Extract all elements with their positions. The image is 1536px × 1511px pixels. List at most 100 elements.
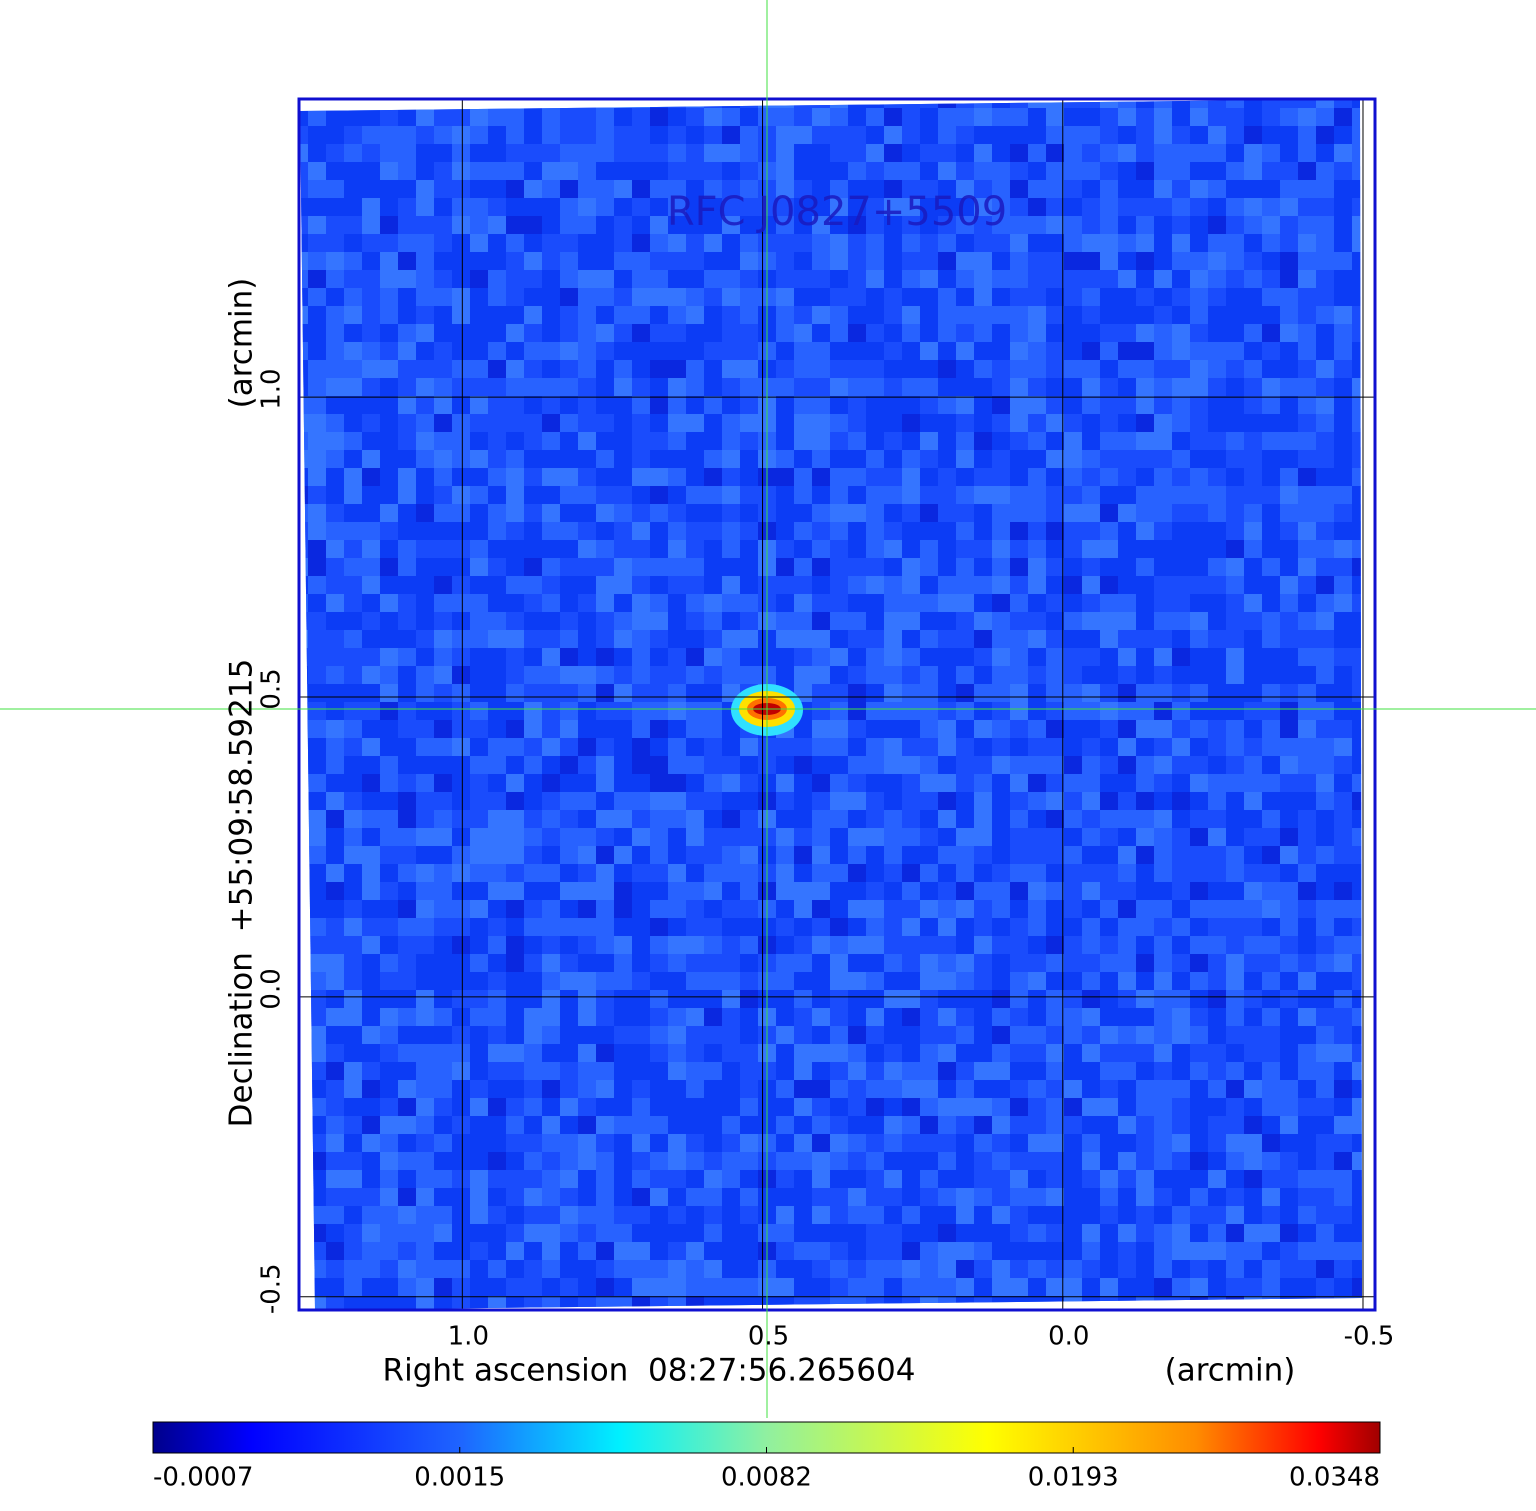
pixel xyxy=(1064,936,1082,954)
pixel xyxy=(578,558,596,576)
pixel xyxy=(1316,1188,1334,1206)
pixel xyxy=(1190,1116,1208,1134)
pixel xyxy=(1226,900,1244,918)
pixel xyxy=(1190,1044,1208,1062)
pixel xyxy=(1154,774,1172,792)
pixel xyxy=(1298,522,1316,540)
pixel xyxy=(1298,234,1316,252)
pixel xyxy=(1208,1224,1226,1242)
pixel xyxy=(1280,1224,1298,1242)
pixel xyxy=(1190,252,1208,270)
pixel xyxy=(686,288,704,306)
pixel xyxy=(1244,954,1262,972)
pixel xyxy=(1100,1224,1118,1242)
pixel xyxy=(722,378,740,396)
pixel xyxy=(326,630,344,648)
pixel xyxy=(1262,99,1280,108)
pixel xyxy=(488,738,506,756)
pixel xyxy=(632,108,650,126)
pixel xyxy=(1172,558,1190,576)
pixel xyxy=(686,630,704,648)
pixel xyxy=(830,180,848,198)
pixel xyxy=(938,1152,956,1170)
pixel xyxy=(1118,1008,1136,1026)
pixel xyxy=(974,1206,992,1224)
pixel xyxy=(740,126,758,144)
pixel xyxy=(1190,360,1208,378)
pixel xyxy=(920,234,938,252)
pixel xyxy=(1244,432,1262,450)
pixel xyxy=(1118,540,1136,558)
pixel xyxy=(920,720,938,738)
pixel xyxy=(398,162,416,180)
pixel xyxy=(416,180,434,198)
pixel xyxy=(902,504,920,522)
pixel xyxy=(1352,972,1362,990)
pixel xyxy=(1172,99,1190,108)
pixel xyxy=(362,1026,380,1044)
pixel xyxy=(1136,684,1154,702)
pixel xyxy=(866,1170,884,1188)
pixel xyxy=(1118,612,1136,630)
pixel xyxy=(1028,882,1046,900)
pixel xyxy=(920,882,938,900)
pixel xyxy=(1262,1062,1280,1080)
pixel xyxy=(614,558,632,576)
pixel xyxy=(740,954,758,972)
pixel xyxy=(1082,1188,1100,1206)
pixel xyxy=(1262,990,1280,1008)
pixel xyxy=(722,468,740,486)
pixel xyxy=(488,666,506,684)
pixel xyxy=(1010,378,1028,396)
pixel xyxy=(794,1152,812,1170)
pixel xyxy=(1370,882,1388,900)
pixel xyxy=(686,594,704,612)
pixel xyxy=(740,360,758,378)
pixel xyxy=(1280,1260,1298,1278)
pixel xyxy=(380,1098,398,1116)
pixel xyxy=(1010,666,1028,684)
pixel xyxy=(668,666,686,684)
pixel xyxy=(884,378,902,396)
pixel xyxy=(1190,486,1208,504)
pixel xyxy=(470,414,488,432)
pixel xyxy=(1154,576,1172,594)
pixel xyxy=(1172,900,1190,918)
pixel xyxy=(452,126,470,144)
pixel xyxy=(1334,1026,1352,1044)
pixel xyxy=(1172,270,1190,288)
pixel xyxy=(1280,396,1298,414)
pixel xyxy=(1154,1134,1172,1152)
pixel xyxy=(1154,1314,1172,1332)
pixel xyxy=(884,900,902,918)
pixel xyxy=(614,1026,632,1044)
pixel xyxy=(1370,486,1388,504)
pixel xyxy=(650,792,668,810)
pixel xyxy=(884,720,902,738)
pixel xyxy=(1100,1044,1118,1062)
pixel xyxy=(1136,738,1154,756)
pixel xyxy=(812,738,830,756)
pixel xyxy=(416,558,434,576)
pixel xyxy=(506,342,524,360)
pixel xyxy=(956,360,974,378)
pixel xyxy=(452,1188,470,1206)
pixel xyxy=(1118,126,1136,144)
pixel xyxy=(1370,126,1388,144)
pixel xyxy=(398,522,416,540)
pixel xyxy=(1208,954,1226,972)
pixel xyxy=(596,522,614,540)
pixel xyxy=(848,954,866,972)
pixel xyxy=(686,468,704,486)
pixel xyxy=(1262,792,1280,810)
pixel xyxy=(488,396,506,414)
pixel xyxy=(1226,198,1244,216)
pixel xyxy=(956,1170,974,1188)
pixel xyxy=(1082,198,1100,216)
pixel xyxy=(1172,432,1190,450)
pixel xyxy=(902,594,920,612)
pixel xyxy=(560,1008,578,1026)
pixel xyxy=(524,234,542,252)
pixel xyxy=(1208,378,1226,396)
pixel xyxy=(488,1170,506,1188)
